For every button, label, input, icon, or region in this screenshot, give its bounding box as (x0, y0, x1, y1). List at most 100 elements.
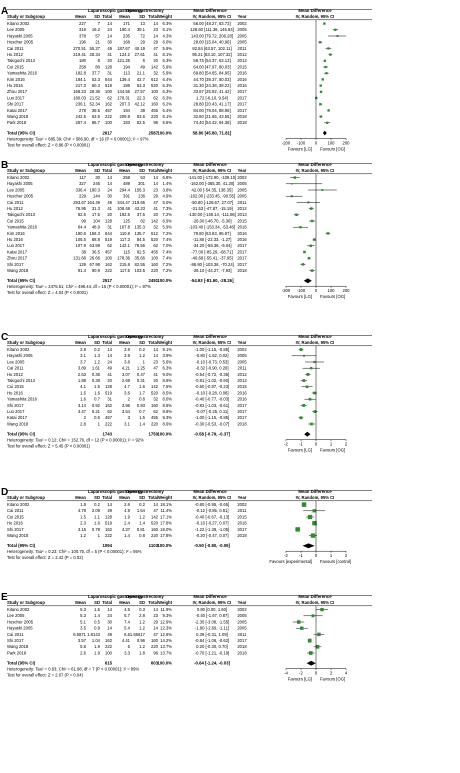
row-study-name: Luo 2017 (7, 409, 25, 414)
row-year: 2011 (237, 200, 247, 205)
row-sd-og: 53.3 (137, 83, 146, 88)
row-weight: 4.3% (162, 33, 172, 38)
row-mean-og: 110.8 (120, 231, 131, 236)
row-study-name: Zhou 2017 (7, 256, 28, 261)
study-point-marker (315, 644, 320, 649)
row-year: 2002 (237, 607, 247, 612)
row-mean-lg: 336.4 (76, 187, 87, 192)
row-mean-og: 235 (123, 33, 131, 38)
row-mean-lg: 3.15 (78, 527, 87, 532)
row-mean-og: 3.96 (122, 403, 131, 408)
col-header-weight: Weight (158, 14, 172, 19)
col-header-total: Total (102, 600, 112, 605)
row-study-name: Kim 2016 (7, 77, 25, 82)
col-header-year: Year (238, 168, 247, 173)
row-study-name: Huscher 2005 (7, 40, 34, 45)
row-mean-lg: 257.4 (76, 120, 87, 125)
row-weight: 6.3% (162, 89, 172, 94)
row-year: 2005 (237, 194, 247, 199)
pooled-diamond (304, 431, 311, 437)
row-mean-lg: 190.6 (76, 231, 87, 236)
row-total-lg: 222 (105, 421, 113, 426)
x-tick-label: -1 (299, 442, 303, 447)
col-header-weight: Weight (158, 495, 172, 500)
heterogeneity-text: Heterogeneity: Tau² = 0.63; Chi² = 61.98… (7, 667, 139, 672)
row-year: 2017 (237, 403, 247, 408)
row-sd-lg: 144 (93, 194, 101, 199)
col-header-mean: Mean (119, 14, 130, 19)
total-lg: 615 (105, 661, 113, 666)
row-ci: -1.22 [-1.39, -1.05] (195, 527, 229, 532)
col-header-total: Total (102, 14, 112, 19)
row-total-og: 23 (153, 187, 158, 192)
row-sd-og: 1.2 (139, 644, 145, 649)
row-total-lg: 30 (107, 619, 112, 624)
row-mean-og: 115 (123, 249, 130, 254)
row-weight: 8.6% (162, 421, 172, 426)
row-mean-lg: 293.67 (73, 200, 86, 205)
row-total-og: 47 (153, 632, 158, 637)
row-study-name: Huscher 2005 (7, 194, 34, 199)
row-study-name: Hu 2012 (7, 372, 24, 377)
row-year: 2018 (237, 268, 247, 273)
row-weight: 6.1% (162, 114, 172, 119)
row-sd-lg: 1 (98, 533, 101, 538)
row-weight: 8.5% (162, 390, 172, 395)
row-year: 2016 (237, 390, 247, 395)
x-tick-label: -200 (282, 288, 291, 293)
row-sd-lg: 80 (95, 64, 100, 69)
row-sd-lg: 7 (98, 21, 101, 26)
overall-effect-text: Test for overall effect: Z = 4.04 (P < 0… (7, 290, 88, 295)
row-weight: 5.9% (162, 225, 172, 230)
favours-right-label: Favours [control] (320, 559, 351, 564)
row-mean-lg: 91.4 (78, 268, 87, 273)
row-total-lg: 41 (107, 206, 112, 211)
row-sd-lg: 1.1 (94, 514, 100, 519)
row-ci: 128.60 [111.36, 145.84] (190, 27, 234, 32)
row-total-og: 47 (153, 46, 158, 51)
row-total-og: 14 (153, 502, 158, 507)
row-ci: 58.75 [54.37, 63.13] (193, 58, 230, 63)
row-sd-og: 136 (138, 194, 146, 199)
row-weight: 1.4% (162, 181, 172, 186)
row-ci: -26.00 [-46.70, -5.30] (192, 218, 231, 223)
row-mean-lg: 196 (79, 40, 87, 45)
row-ci: 0.39 [-0.31, 1.09] (196, 632, 228, 637)
col-header-study: Study or Subgroup (7, 600, 45, 605)
total-ci: -0.58 [-0.79, -0.37] (194, 432, 230, 437)
plot-header-ci: IV, Random, 95% CI (296, 600, 335, 605)
row-mean-lg: 3.5 (80, 626, 86, 631)
total-og: 603 (151, 661, 159, 666)
total-lg: 1743 (102, 432, 112, 437)
row-sd-lg: 53.3 (92, 77, 101, 82)
row-sd-og: 29 (140, 40, 145, 45)
row-year: 2017 (237, 108, 247, 113)
row-weight: 3.9% (162, 353, 172, 358)
row-sd-lg: 21 (95, 40, 100, 45)
favours-left-label: Favours [LG] (288, 146, 312, 151)
row-total-og: 14 (153, 181, 158, 186)
panel-letter: D (1, 487, 8, 498)
row-mean-og: 2.69 (122, 378, 131, 383)
row-sd-og: 38 (140, 108, 145, 113)
row-ci: -0.80 [-1.62, 0.02] (195, 353, 228, 358)
row-total-lg: 14 (107, 175, 112, 180)
row-ci: 0.80 [0.00, 1.60] (197, 607, 227, 612)
row-ci: -162.00 [-365.30, 41.30] (190, 181, 235, 186)
row-weight: 6.3% (162, 21, 172, 26)
row-total-lg: 128 (105, 384, 113, 389)
col-header-sd: SD (94, 340, 100, 345)
row-sd-lg: 0.38 (92, 378, 101, 383)
row-sd-lg: 48.9 (92, 225, 101, 230)
study-point-marker (317, 632, 321, 637)
col-header-ci: IV, Random, 95% CI (193, 340, 232, 345)
plot-header-mean-difference: Mean Difference (298, 334, 332, 339)
row-total-lg: 519 (105, 390, 113, 395)
row-mean-lg: 1.6 (80, 397, 86, 402)
row-sd-lg: 1.6 (94, 390, 100, 395)
study-point-marker (319, 90, 323, 93)
row-total-lg: 62 (107, 95, 112, 100)
row-weight: 7.5% (162, 384, 172, 389)
row-mean-lg: 76.95 (76, 206, 87, 211)
group-header-open: Open gastrectomy (126, 8, 164, 13)
